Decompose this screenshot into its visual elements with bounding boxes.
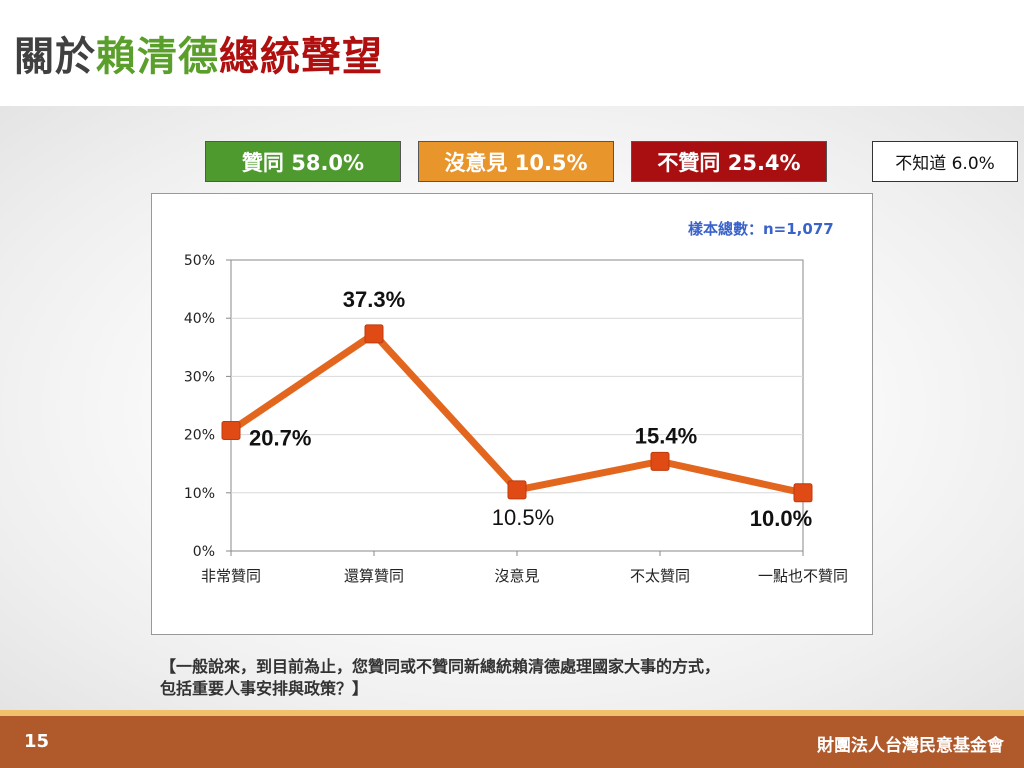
y-tick-label: 10%	[184, 486, 215, 502]
page-title: 關於賴清德總統聲望	[14, 24, 383, 82]
x-tick-label: 沒意見	[494, 567, 539, 585]
data-point-marker	[793, 483, 813, 503]
line-chart: 0% 10% 20% 30% 40% 50% 非常贊同 還算贊同 沒意見 不太贊同 一點也不贊同 20…	[184, 253, 848, 585]
title-part-approval: 總統聲望	[219, 34, 383, 80]
y-tick-label: 20%	[184, 428, 215, 444]
survey-question: 【一般說來，到目前為止，您贊同或不贊同新總統賴清德處理國家大事的方式， 包括重要…	[160, 656, 880, 700]
x-tick-label: 不太贊同	[630, 567, 690, 585]
page-number: 15	[24, 731, 50, 752]
y-tick-label: 50%	[184, 253, 215, 269]
y-tick-label: 40%	[184, 311, 215, 327]
data-point-marker	[364, 324, 384, 344]
data-point-marker	[221, 421, 241, 441]
title-bar: 關於賴清德總統聲望	[0, 0, 1024, 106]
x-tick-label: 還算贊同	[344, 567, 404, 585]
y-tick-label: 0%	[193, 544, 215, 560]
x-tick-label: 非常贊同	[201, 567, 261, 585]
summary-agree-badge: 贊同 58.0%	[205, 141, 401, 182]
survey-question-line-2: 包括重要人事安排與政策？】	[160, 679, 369, 698]
data-label: 37.3%	[343, 287, 405, 312]
y-tick-label: 30%	[184, 369, 215, 385]
summary-unknown-badge: 不知道 6.0%	[872, 141, 1018, 182]
footer-accent-line	[0, 710, 1024, 716]
title-part-name: 賴清德	[96, 34, 219, 80]
summary-neutral-badge: 沒意見 10.5%	[418, 141, 614, 182]
data-point-marker	[650, 451, 670, 471]
data-label: 10.5%	[492, 505, 554, 530]
data-label: 15.4%	[635, 423, 697, 448]
sample-size-note: 樣本總數：n=1,077	[688, 220, 834, 238]
data-label: 10.0%	[750, 506, 812, 531]
organization-name: 財團法人台灣民意基金會	[817, 736, 1004, 756]
x-tick-label: 一點也不贊同	[758, 567, 848, 585]
chart-panel: 0% 10% 20% 30% 40% 50% 非常贊同 還算贊同 沒意見 不太贊同 一點也不贊同 20…	[151, 193, 873, 635]
summary-disagree-badge: 不贊同 25.4%	[631, 141, 827, 182]
survey-question-line-1: 【一般說來，到目前為止，您贊同或不贊同新總統賴清德處理國家大事的方式，	[160, 657, 721, 676]
plot-area	[230, 259, 804, 552]
title-part-about: 關於	[14, 34, 96, 80]
data-label: 20.7%	[249, 426, 311, 451]
footer-bar: 15 財團法人台灣民意基金會	[0, 716, 1024, 768]
data-point-marker	[507, 480, 527, 500]
